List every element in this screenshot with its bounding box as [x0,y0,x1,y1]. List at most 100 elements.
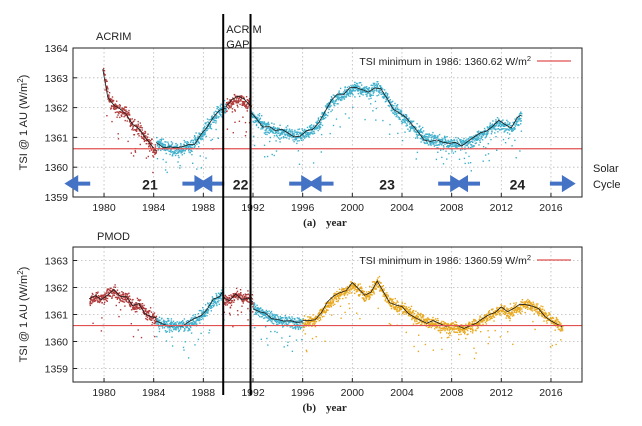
data-point [140,135,143,138]
data-point [145,157,148,159]
data-point [232,325,234,328]
data-point [473,135,475,137]
data-point [124,106,127,108]
data-point [431,321,434,324]
data-point [100,294,102,296]
data-point [436,141,438,143]
data-point [444,143,446,145]
data-point [232,293,234,295]
data-point [204,133,207,135]
data-point [151,324,153,326]
data-point [446,141,448,144]
data-point [306,134,308,136]
data-point [405,313,407,315]
data-point [231,100,233,103]
data-point [215,116,218,118]
data-point [417,313,419,315]
data-point [482,133,485,135]
data-point [273,123,275,125]
data-point [321,312,323,315]
data-point [152,155,154,157]
data-point [448,145,451,148]
data-point [377,87,379,89]
data-point [188,329,190,331]
data-point [416,322,419,325]
data-point [442,148,444,151]
data-point [179,150,181,152]
data-point [532,301,534,303]
data-point [363,86,366,88]
data-point [116,111,118,113]
data-point [190,326,192,329]
data-point [245,294,247,296]
data-point [128,292,130,294]
data-point [344,292,346,295]
data-point [385,100,387,102]
data-point [448,145,450,147]
data-point [346,91,348,93]
data-point [248,104,250,107]
data-point [281,320,283,323]
data-point [426,133,428,135]
data-point [515,302,517,304]
data-point [165,147,167,149]
data-point [187,141,189,144]
data-point [489,124,491,126]
data-point [370,88,373,90]
data-point [280,322,283,324]
data-point [444,138,446,140]
data-point [316,122,318,125]
data-point [387,104,389,107]
data-point [145,317,147,320]
data-point [463,143,466,146]
data-point [106,85,108,87]
data-point [483,130,485,132]
data-point [485,316,487,319]
data-point [399,309,401,311]
data-point [366,296,368,298]
data-point [211,117,213,119]
data-point [384,296,386,298]
data-point [506,119,508,122]
data-point [184,141,186,143]
data-point [161,144,163,146]
data-point [302,139,304,141]
data-point [198,132,200,134]
data-point [533,313,535,315]
data-point [107,95,109,97]
data-point [161,145,163,147]
data-point [332,94,335,96]
data-point [409,129,412,131]
data-point [345,95,347,97]
data-point [513,310,516,312]
data-point [292,327,294,330]
data-point [299,319,302,322]
data-point [207,305,209,308]
data-point [182,320,184,322]
data-point [275,150,278,152]
data-point [406,120,408,122]
data-point [178,322,180,325]
data-point [334,95,336,97]
data-point [244,298,246,301]
series-mean-line [252,308,303,323]
data-point [379,290,381,292]
data-point [416,151,419,154]
data-point [147,143,149,145]
data-point [276,331,278,334]
data-point [419,125,421,127]
data-point [310,316,312,318]
data-point [392,302,394,305]
data-point [521,299,524,301]
data-point [124,292,126,295]
data-point [439,139,441,141]
data-point [308,319,310,321]
data-point [355,84,357,86]
data-point [289,134,291,136]
data-point [215,114,217,116]
data-point [209,124,211,126]
data-point [108,92,111,94]
data-point [185,146,188,148]
data-point [374,284,377,286]
data-point [100,297,103,299]
